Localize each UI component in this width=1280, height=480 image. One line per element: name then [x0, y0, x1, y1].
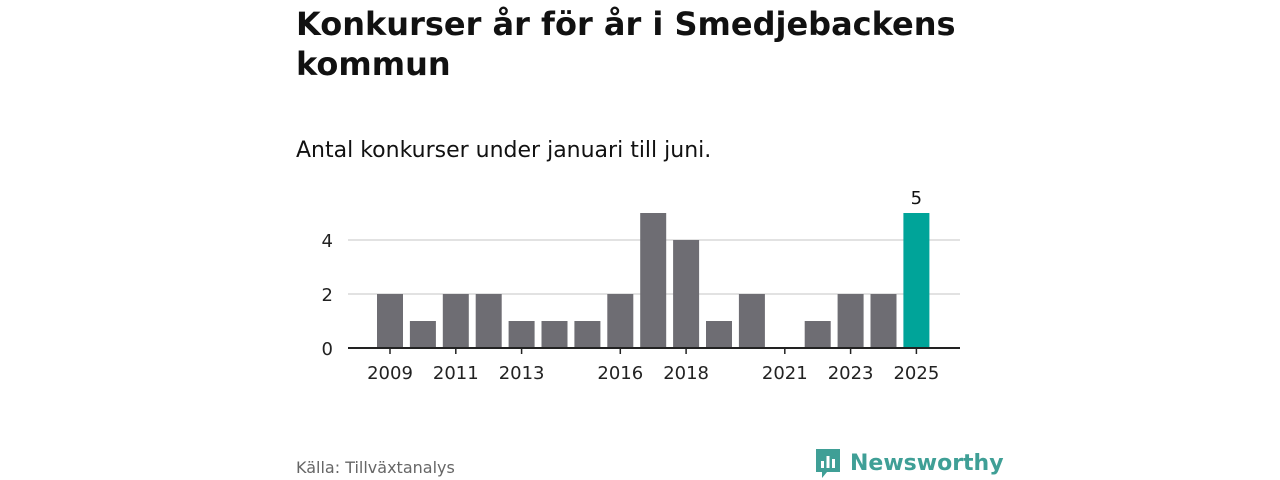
x-tick-label-2018: 2018 — [663, 363, 709, 384]
bar-2020 — [738, 294, 765, 348]
bar-2013 — [508, 321, 535, 348]
x-tick-label-2021: 2021 — [762, 363, 808, 384]
bar-2018 — [673, 240, 700, 348]
bar-2010 — [409, 321, 436, 348]
x-tick-label-2013: 2013 — [499, 363, 545, 384]
bar-2009 — [377, 294, 403, 348]
y-tick-label-2: 2 — [322, 285, 333, 306]
chart-subtitle: Antal konkurser under januari till juni. — [296, 138, 712, 163]
x-tick-label-2025: 2025 — [893, 363, 939, 384]
bar-2025 — [903, 213, 930, 348]
newsworthy-logo-icon — [816, 449, 840, 478]
bar-2022 — [804, 321, 831, 348]
bar-2011 — [442, 294, 469, 348]
x-tick-label-2009: 2009 — [367, 363, 413, 384]
bar-2012 — [475, 294, 502, 348]
x-tick-label-2023: 2023 — [828, 363, 874, 384]
value-label-2025: 5 — [911, 188, 922, 209]
brand-logo: Newsworthy — [814, 446, 1004, 480]
x-tick-label-2016: 2016 — [597, 363, 643, 384]
bar-2023 — [837, 294, 864, 348]
y-tick-label-4: 4 — [322, 231, 333, 252]
y-tick-label-0: 0 — [322, 339, 333, 360]
bar-2019 — [706, 321, 732, 348]
bar-2014 — [541, 321, 568, 348]
bar-2024 — [870, 294, 897, 348]
bar-2017 — [640, 213, 667, 348]
source-note: Källa: Tillväxtanalys — [296, 458, 455, 477]
x-tick-label-2011: 2011 — [433, 363, 479, 384]
chart-title: Konkurser år för år i Smedjebackens komm… — [296, 5, 956, 83]
brand-name: Newsworthy — [850, 450, 1004, 476]
bar-2015 — [574, 321, 601, 348]
bar-2016 — [607, 294, 634, 348]
